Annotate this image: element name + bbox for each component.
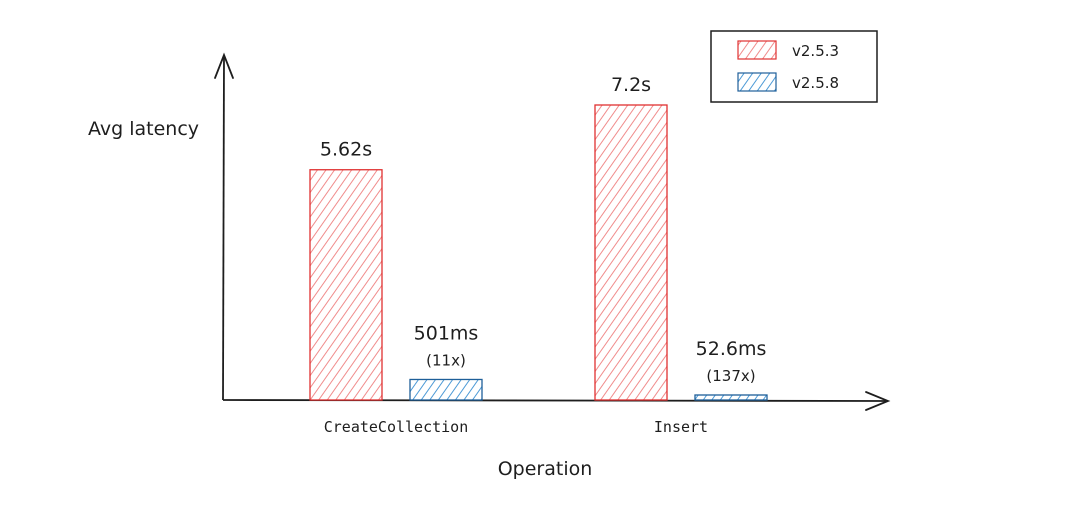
legend-swatch-v2.5.8 [737,72,777,92]
legend-label-v2.5.8: v2.5.8 [792,74,839,92]
y-axis-line [222,54,225,401]
legend: v2.5.3 v2.5.8 [710,30,878,103]
data-label-v2.5.3-insert: 7.2s [611,74,651,96]
bar-v2.5.3-createcollection [309,169,383,401]
speedup-label-insert: (137x) [706,367,755,385]
legend-swatch-v2.5.3 [737,40,777,60]
x-axis-arrowhead [865,391,891,411]
bar-v2.5.3-insert [594,104,668,401]
legend-label-v2.5.3: v2.5.3 [792,42,839,60]
y-axis-title: Avg latency [88,118,199,140]
category-label-createcollection: CreateCollection [324,418,469,436]
bar-v2.5.8-insert [694,394,768,401]
speedup-label-createcollection: (11x) [426,351,466,369]
data-label-v2.5.8-createcollection: 501ms [414,322,479,344]
bar-v2.5.8-createcollection [409,378,483,401]
y-axis-arrowhead [214,52,234,79]
category-label-insert: Insert [654,418,708,436]
data-label-v2.5.8-insert: 52.6ms [696,338,767,360]
x-axis-title: Operation [498,458,593,480]
data-labels: 5.62s 7.2s 501ms 52.6ms (11x) (137x) [320,74,766,385]
bars [309,104,768,401]
data-label-v2.5.3-createcollection: 5.62s [320,139,372,161]
